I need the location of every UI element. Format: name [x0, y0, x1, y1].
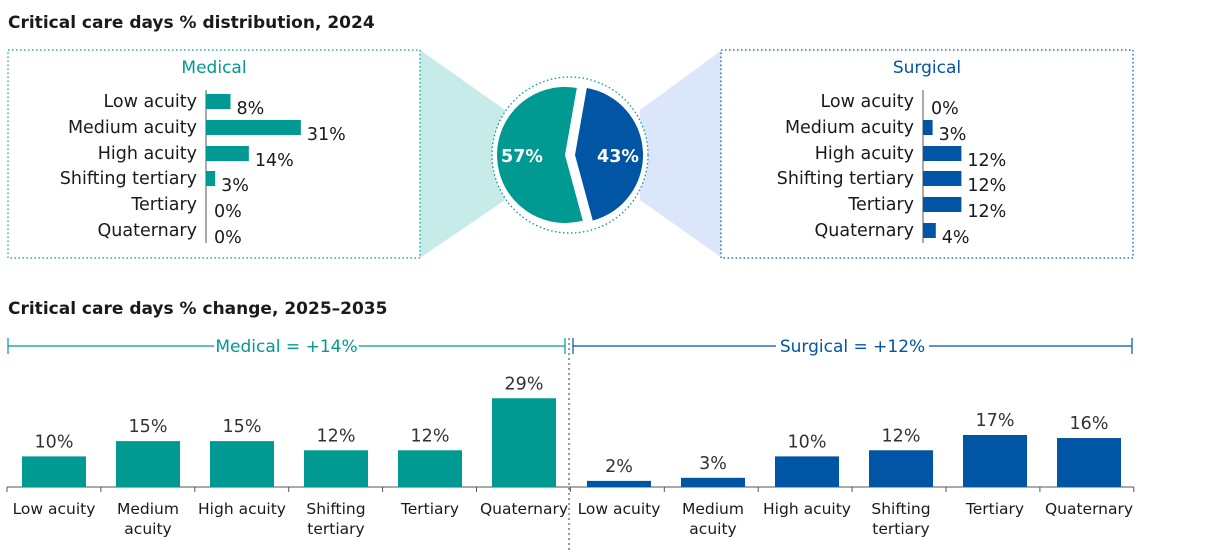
surgical-category-label: Shifting tertiary [777, 169, 914, 189]
surgical-category-label: Low acuity [578, 500, 661, 518]
change-title: Critical care days % change, 2025–2035 [8, 299, 387, 319]
medical-bar [206, 146, 249, 161]
surgical-category-label: Tertiary [965, 500, 1024, 518]
surgical-connector [640, 50, 722, 258]
distribution-chart: Medical Low acuity 8% Medium acuity 31% High … [7, 49, 1134, 259]
surgical-category-label: Shifting tertiary [871, 500, 930, 538]
medical-bar-value: 10% [35, 432, 74, 452]
surgical-bar [1057, 438, 1121, 487]
medical-value-label: 31% [307, 125, 346, 145]
surgical-value-label: 12% [967, 151, 1006, 171]
surgical-bar-value: 17% [976, 411, 1015, 431]
pie-slice-surgical [575, 88, 644, 221]
surgical-value-label: 12% [967, 202, 1006, 222]
medical-category-label: Quaternary [98, 221, 197, 241]
surgical-value-label: 4% [942, 228, 970, 248]
medical-bar-value: 15% [129, 417, 168, 437]
medical-category-label: Tertiary [130, 195, 197, 215]
surgical-bar-value: 16% [1070, 414, 1109, 434]
surgical-bar [963, 434, 1027, 487]
medical-value-label: 0% [214, 202, 242, 222]
medical-category-label: High acuity [198, 500, 286, 518]
surgical-bar [587, 480, 651, 487]
surgical-bar [923, 171, 962, 186]
surgical-bar-value: 10% [788, 432, 827, 452]
medical-value-label: 3% [221, 176, 249, 196]
medical-bar-value: 29% [505, 374, 544, 394]
surgical-category-label: Quaternary [1045, 500, 1133, 518]
pie-label-medical: 57% [501, 147, 543, 167]
surgical-bar [923, 197, 962, 212]
medical-bar [210, 441, 274, 487]
medical-connector [420, 50, 505, 258]
medical-bar [304, 450, 368, 487]
medical-category-label: Shifting tertiary [306, 500, 365, 538]
surgical-bar-value: 2% [605, 457, 633, 477]
medical-bar [116, 441, 180, 487]
medical-bar [22, 456, 86, 487]
surgical-bar-value: 3% [699, 454, 727, 474]
surgical-panel-title: Surgical [893, 58, 961, 78]
medical-bar-value: 15% [223, 417, 262, 437]
medical-value-label: 14% [255, 151, 294, 171]
surgical-bar-value: 12% [882, 426, 921, 446]
surgical-value-label: 12% [967, 176, 1006, 196]
medical-bar [492, 398, 556, 487]
surgical-category-label: Tertiary [847, 195, 914, 215]
medical-category-label: Low acuity [103, 92, 197, 112]
distribution-title: Critical care days % distribution, 2024 [8, 13, 375, 33]
pie-label-surgical: 43% [597, 147, 639, 167]
medical-bar [398, 450, 462, 487]
surgical-bar [923, 146, 962, 161]
medical-category-label: High acuity [98, 144, 197, 164]
medical-bar [206, 94, 231, 109]
surgical-category-label: Medium acuity [785, 118, 914, 138]
medical-bar [206, 120, 301, 135]
medical-category-label: Low acuity [13, 500, 96, 518]
medical-bar-value: 12% [317, 426, 356, 446]
surgical-bar [869, 450, 933, 487]
surgical-value-label: 3% [939, 125, 967, 145]
medical-value-label: 0% [214, 228, 242, 248]
surgical-value-label: 0% [931, 99, 959, 119]
surgical-category-label: Quaternary [815, 221, 914, 241]
medical-bar [206, 171, 216, 186]
surgical-category-label: High acuity [815, 144, 914, 164]
surgical-category-label: Low acuity [820, 92, 914, 112]
medical-category-label: Quaternary [480, 500, 568, 518]
medical-panel-title: Medical [181, 58, 246, 78]
medical-bar-value: 12% [411, 426, 450, 446]
medical-category-label: Tertiary [400, 500, 459, 518]
medical-value-label: 8% [236, 99, 264, 119]
surgical-category-label: Medium acuity [682, 500, 744, 538]
change-chart: Medical = +14% Surgical = +12% 10% Low acui… [6, 337, 1135, 552]
pie-slice-medical [497, 86, 583, 223]
medical-category-label: Medium acuity [68, 118, 197, 138]
surgical-bar [775, 456, 839, 487]
surgical-group-label: Surgical = +12% [780, 337, 925, 357]
surgical-bar [923, 120, 933, 135]
medical-category-label: Shifting tertiary [60, 169, 197, 189]
surgical-category-label: High acuity [763, 500, 851, 518]
surgical-bar [923, 223, 936, 238]
surgical-bar [681, 477, 745, 487]
medical-category-label: Medium acuity [117, 500, 179, 538]
medical-group-label: Medical = +14% [215, 337, 357, 357]
